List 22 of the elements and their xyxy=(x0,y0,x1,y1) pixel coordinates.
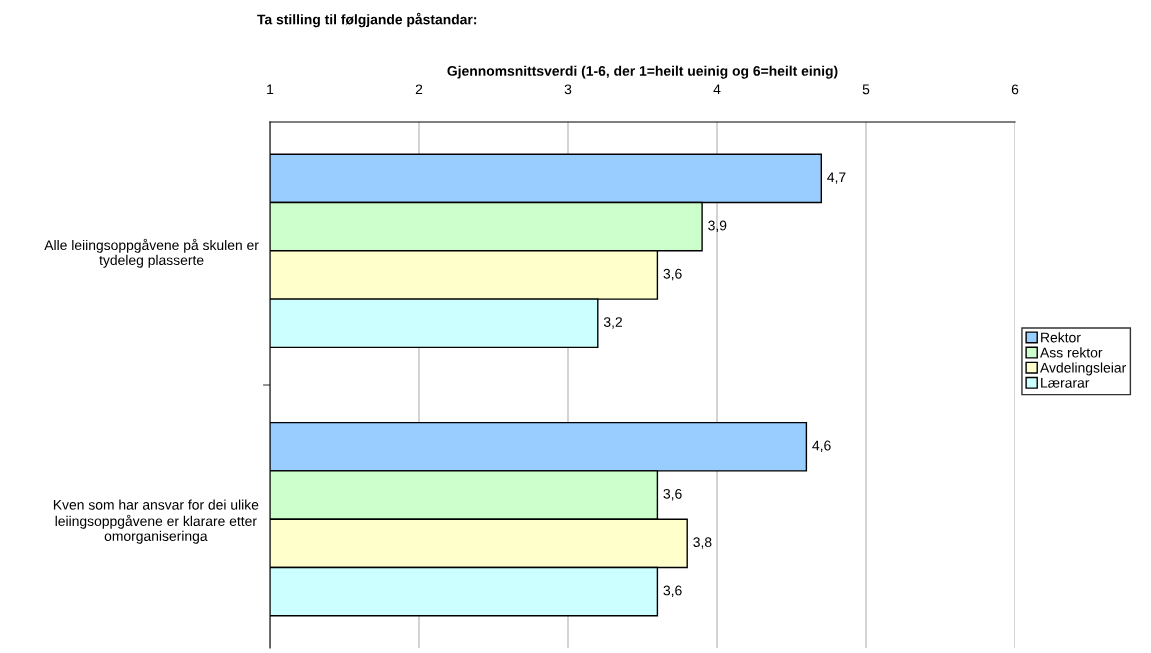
legend-label: Ass rektor xyxy=(1040,347,1103,358)
data-label: 4,7 xyxy=(827,172,846,184)
x-axis-title: Gjennomsnittsverdi (1-6, der 1=heilt ueinig og 6=heilt einig) xyxy=(447,65,838,79)
x-tick-label: 3 xyxy=(564,84,572,95)
x-tick-label: 1 xyxy=(267,84,274,95)
x-tick-label: 6 xyxy=(1011,84,1019,95)
chart-title: Ta stilling til følgjande påstandar: xyxy=(257,12,477,28)
data-label: 3,6 xyxy=(663,488,682,501)
data-label: 4,6 xyxy=(812,440,831,453)
x-tick-label: 4 xyxy=(713,84,721,95)
y-tick-label: Alle leiingsoppgåvene på skulen er tydeleg plasserte xyxy=(44,238,259,268)
data-label: 3,8 xyxy=(693,537,712,549)
data-label: 3,9 xyxy=(708,220,727,233)
data-label: 3,2 xyxy=(603,317,622,329)
x-tick-label: 2 xyxy=(415,84,423,95)
legend-label: Avdelingsleiar xyxy=(1040,362,1126,376)
data-label: 3,6 xyxy=(663,268,682,281)
data-label: 3,6 xyxy=(663,585,682,598)
y-tick-label: Kven som har ansvar for dei ulike leiingsoppgåvene er klarare etter omorganiseringa xyxy=(53,499,259,544)
legend-label: Rektor xyxy=(1041,332,1081,343)
legend-label: Lærarar xyxy=(1041,378,1090,388)
x-tick-label: 5 xyxy=(862,84,870,95)
